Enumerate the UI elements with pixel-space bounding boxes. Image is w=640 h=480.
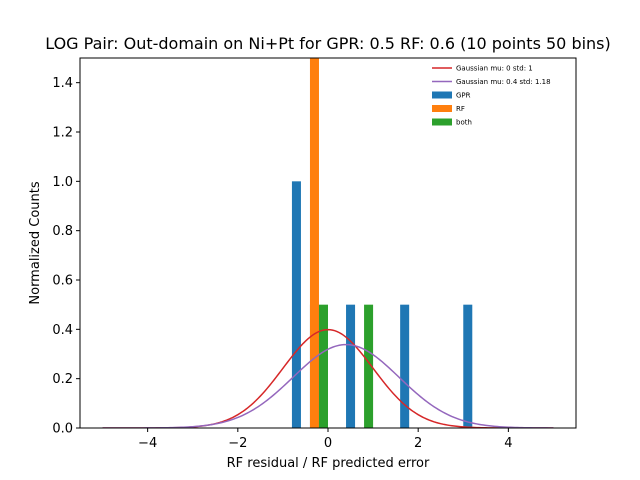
legend-label-gaussian-mu-0-std-1: Gaussian mu: 0 std: 1	[456, 65, 533, 73]
legend-swatch-gpr	[432, 91, 452, 99]
y-axis-label: Normalized Counts	[28, 181, 43, 304]
x-tick-label: 2	[414, 436, 422, 451]
bar-both-1	[364, 304, 374, 428]
legend-label-gpr: GPR	[456, 92, 471, 100]
y-axis: 0.0 0.2 0.4 0.6 0.8 1.0 1.2 1.4	[52, 76, 80, 437]
legend-label-both: both	[456, 119, 472, 127]
y-tick-label: 0.6	[52, 274, 73, 289]
legend-label-rf: RF	[456, 105, 465, 113]
bar-gpr-3	[400, 304, 410, 428]
bar-gpr-4	[463, 304, 473, 428]
bar-gpr-0	[291, 181, 301, 428]
y-tick-label: 0.4	[52, 323, 73, 338]
x-tick-label: −4	[138, 436, 157, 451]
x-tick-label: −2	[228, 436, 247, 451]
x-axis-label: RF residual / RF predicted error	[227, 456, 430, 471]
x-tick-label: 4	[504, 436, 512, 451]
legend-swatch-rf	[432, 105, 452, 112]
bars-layer	[291, 58, 473, 428]
y-tick-label: 0.8	[52, 224, 73, 239]
y-tick-label: 0.0	[52, 422, 73, 437]
y-tick-label: 1.4	[52, 76, 73, 91]
legend-label-gaussian-mu-0-4-std-1-18: Gaussian mu: 0.4 std: 1.18	[456, 78, 551, 86]
x-axis: −4 −2 0 2 4	[138, 428, 513, 451]
bar-gpr-2	[346, 304, 356, 428]
chart-title: LOG Pair: Out-domain on Ni+Pt for GPR: 0…	[45, 34, 611, 53]
x-tick-label: 0	[324, 436, 332, 451]
legend: Gaussian mu: 0 std: 1 Gaussian mu: 0.4 st…	[432, 65, 551, 127]
bar-both-0	[318, 304, 328, 428]
y-tick-label: 1.2	[52, 126, 73, 141]
gaussian-line-4	[102, 343, 554, 428]
legend-swatch-both	[432, 118, 452, 126]
y-tick-label: 0.2	[52, 372, 73, 387]
bar-rf-0	[309, 58, 319, 428]
y-tick-label: 1.0	[52, 175, 73, 190]
